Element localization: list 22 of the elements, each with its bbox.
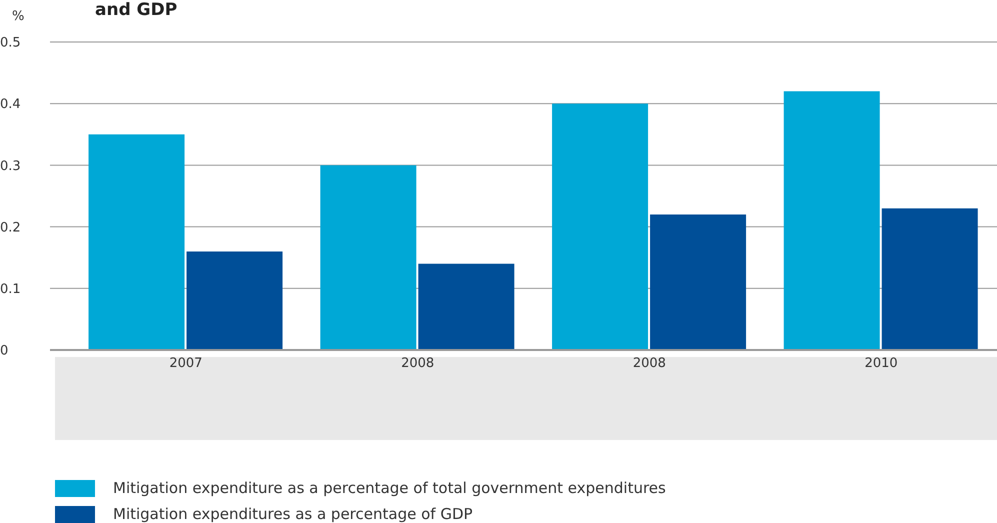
legend-label: Mitigation expenditure as a percentage of total government expenditures [113, 479, 666, 497]
bar [552, 104, 648, 350]
bar [186, 251, 283, 350]
y-tick-label: 0.3 [0, 158, 21, 174]
y-tick-label: 0 [0, 344, 8, 359]
y-tick-label: 0.1 [0, 282, 21, 298]
x-tick-label: 2007 [169, 356, 202, 372]
y-tick-label: 0.4 [0, 97, 21, 112]
x-tick-label: 2008 [401, 356, 434, 372]
y-axis-title: % [12, 9, 24, 24]
bar [882, 208, 978, 350]
bar [320, 165, 416, 350]
bar [784, 91, 880, 350]
y-tick-label: 0.2 [0, 220, 21, 236]
chart-title: and GDP [95, 0, 178, 20]
x-tick-label: 2010 [864, 356, 898, 372]
x-tick-label: 2008 [632, 356, 666, 372]
legend-label: Mitigation expenditures as a percentage of GDP [113, 505, 473, 523]
y-tick-label: 0.5 [0, 36, 21, 51]
bar [418, 264, 514, 350]
bar [88, 134, 185, 350]
bar [650, 214, 746, 350]
